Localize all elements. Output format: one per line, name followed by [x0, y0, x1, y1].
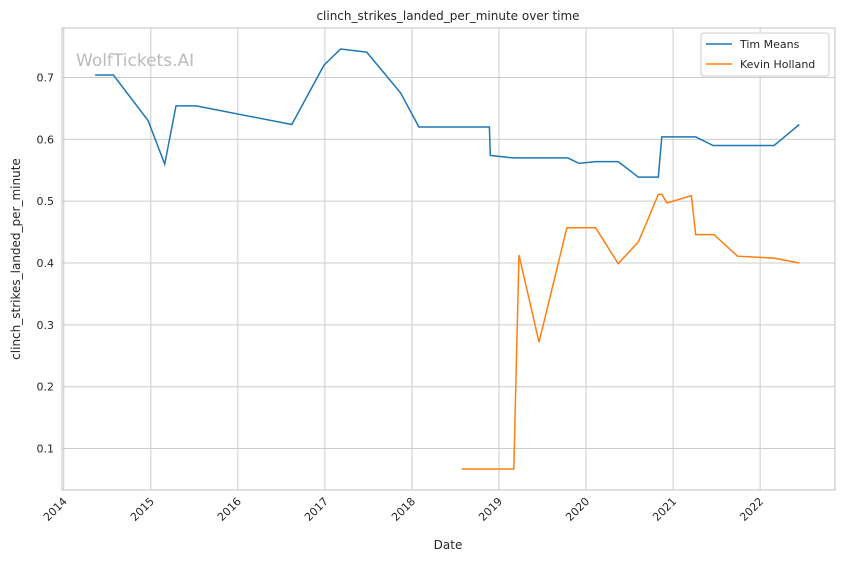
y-tick-label: 0.6: [37, 133, 55, 146]
watermark: WolfTickets.AI: [76, 51, 194, 71]
y-tick-label: 0.5: [37, 195, 55, 208]
x-tick-label: 2014: [41, 495, 70, 524]
series-line-kevin-holland: [462, 194, 800, 469]
legend-label-tim-means: Tim Means: [739, 38, 800, 51]
x-tick-label: 2018: [389, 495, 418, 524]
x-tick-label: 2020: [563, 495, 592, 524]
x-tick-label: 2022: [737, 495, 766, 524]
y-axis-label: clinch_strikes_landed_per_minute: [9, 158, 23, 360]
y-tick-label: 0.4: [37, 257, 55, 270]
x-tick-label: 2019: [476, 495, 505, 524]
chart-title: clinch_strikes_landed_per_minute over ti…: [316, 9, 579, 23]
y-tick-label: 0.1: [37, 443, 55, 456]
y-tick-label: 0.3: [37, 319, 55, 332]
legend-label-kevin-holland: Kevin Holland: [740, 58, 815, 71]
x-tick-label: 2021: [650, 495, 679, 524]
series-line-tim-means: [95, 49, 799, 177]
y-tick-label: 0.7: [37, 71, 55, 84]
y-tick-label: 0.2: [37, 381, 55, 394]
plot-frame: [62, 28, 835, 490]
x-tick-label: 2017: [302, 495, 331, 524]
legend: Tim Means Kevin Holland: [701, 33, 829, 76]
x-tick-label: 2015: [128, 495, 157, 524]
x-tick-label: 2016: [215, 495, 244, 524]
x-axis-label: Date: [434, 538, 463, 552]
